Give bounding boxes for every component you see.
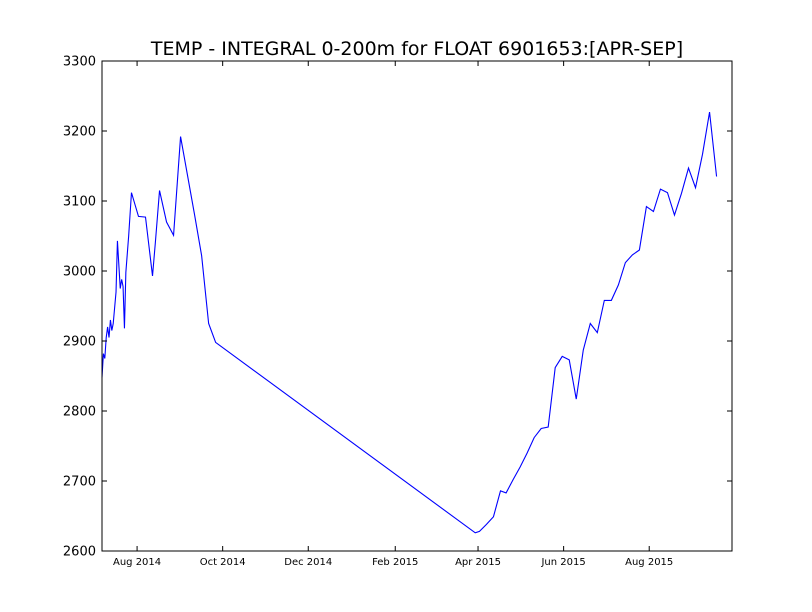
- y-axis: 2600 2700 2800 2900 3000 3100 3200 3300: [63, 55, 732, 560]
- x-tick-label: Dec 2014: [284, 557, 332, 568]
- y-tick-label: 2600: [63, 545, 96, 560]
- y-tick-label: 3100: [63, 195, 96, 210]
- plot-frame: [101, 60, 733, 552]
- y-tick-label: 3200: [63, 125, 96, 140]
- x-tick-label: Aug 2014: [113, 557, 161, 568]
- x-tick-label: Apr 2015: [455, 557, 501, 568]
- x-tick-label: Feb 2015: [372, 557, 418, 568]
- y-tick-label: 2900: [63, 335, 96, 350]
- plot-area: [101, 112, 718, 534]
- y-tick-label: 3300: [63, 55, 96, 70]
- x-axis: Aug 2014 Oct 2014 Dec 2014 Feb 2015 Apr 2015…: [113, 61, 673, 568]
- y-tick-label: 2700: [63, 475, 96, 490]
- x-tick-label: Aug 2015: [625, 557, 673, 568]
- chart-title: TEMP - INTEGRAL 0-200m for FLOAT 6901653…: [150, 38, 683, 60]
- y-tick-label: 3000: [63, 265, 96, 280]
- series-line-0: [101, 112, 718, 534]
- x-tick-label: Jun 2015: [540, 557, 585, 568]
- y-tick-label: 2800: [63, 405, 96, 420]
- x-tick-label: Oct 2014: [200, 557, 246, 568]
